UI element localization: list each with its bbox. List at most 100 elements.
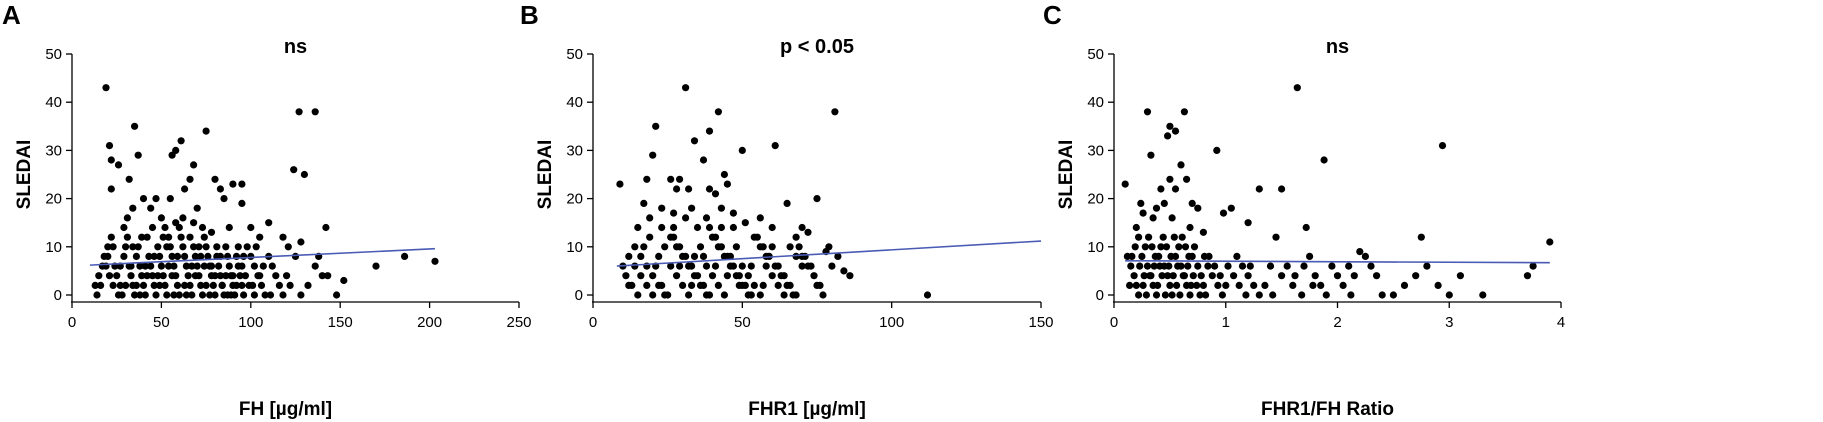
data-point [1161,291,1169,299]
data-point [637,252,645,260]
data-point [682,214,690,222]
x-tick-label: 100 [238,314,263,331]
data-point [198,291,207,299]
data-point [768,243,776,251]
x-tick-label: 4 [1557,314,1565,331]
y-tick-label: 10 [1087,239,1104,256]
data-point [129,243,137,251]
data-point [150,281,158,289]
data-point [220,195,228,203]
data-point [676,262,684,270]
data-point [268,262,276,270]
data-point [685,291,693,299]
y-tick-label: 40 [45,94,62,111]
data-point [1389,291,1397,299]
data-point [732,272,741,280]
data-point [1233,252,1241,260]
data-point [1152,204,1161,212]
data-point [792,233,800,241]
data-point [152,195,160,203]
y-tick-label: 20 [1087,191,1104,208]
data-point [204,252,212,260]
data-point [652,122,660,130]
data-point [655,281,663,289]
data-point [279,291,287,299]
data-point [771,142,779,150]
data-point [1196,291,1204,299]
data-point [1208,272,1216,280]
data-point [720,170,729,179]
data-point [649,272,657,280]
data-point [1169,272,1177,280]
data-point [631,243,639,251]
data-point [152,291,160,299]
x-tick-label: 2 [1333,314,1341,331]
data-point [139,195,148,203]
data-point [1423,262,1431,270]
data-point [1456,272,1464,280]
data-point [1130,272,1138,280]
data-point [828,262,836,270]
data-point [1197,272,1205,280]
data-point [1211,262,1219,270]
data-point [1255,291,1263,299]
data-point [685,185,693,193]
data-point [685,262,693,270]
data-point [741,219,749,227]
data-point [771,262,779,270]
data-point [670,223,678,232]
data-point [1142,291,1150,299]
data-point [283,272,291,280]
data-point [690,137,699,145]
data-point [227,291,235,299]
data-point [1347,291,1355,299]
data-point [717,204,726,212]
data-point [1186,223,1194,232]
data-point [193,262,201,270]
data-point [1367,262,1375,270]
data-point [177,233,185,241]
data-point [1180,108,1188,116]
data-point [1177,161,1185,169]
data-point [297,291,305,299]
data-point [250,262,258,270]
data-point [1143,108,1152,116]
data-point [234,243,242,251]
data-point [1154,281,1162,289]
data-point [783,281,791,289]
data-point [136,291,144,299]
data-point [127,262,135,270]
data-point [756,214,764,222]
y-tick-label: 20 [45,191,62,208]
data-point [159,272,167,280]
data-point [143,233,151,241]
data-point [1238,262,1247,270]
data-point [1156,262,1164,270]
data-point [113,272,121,280]
data-point [109,281,117,289]
data-point [786,243,794,251]
data-point [154,243,162,251]
data-point [1320,156,1328,164]
data-point [1139,209,1147,217]
data-point [247,252,255,260]
data-point [200,233,208,241]
data-point [186,175,194,183]
data-point [1190,243,1199,251]
data-point [729,209,738,217]
data-point [705,127,714,135]
x-tick-label: 1 [1222,314,1230,331]
data-point [774,281,782,289]
data-point [1373,272,1381,280]
data-point [163,243,171,251]
data-point [682,84,690,92]
data-point [831,108,839,116]
data-point [238,281,246,289]
data-point [295,108,303,116]
data-point [240,252,248,260]
data-point [120,223,128,232]
data-point [768,272,776,280]
data-point [1178,233,1186,241]
data-point [431,257,439,265]
data-point [179,214,187,222]
